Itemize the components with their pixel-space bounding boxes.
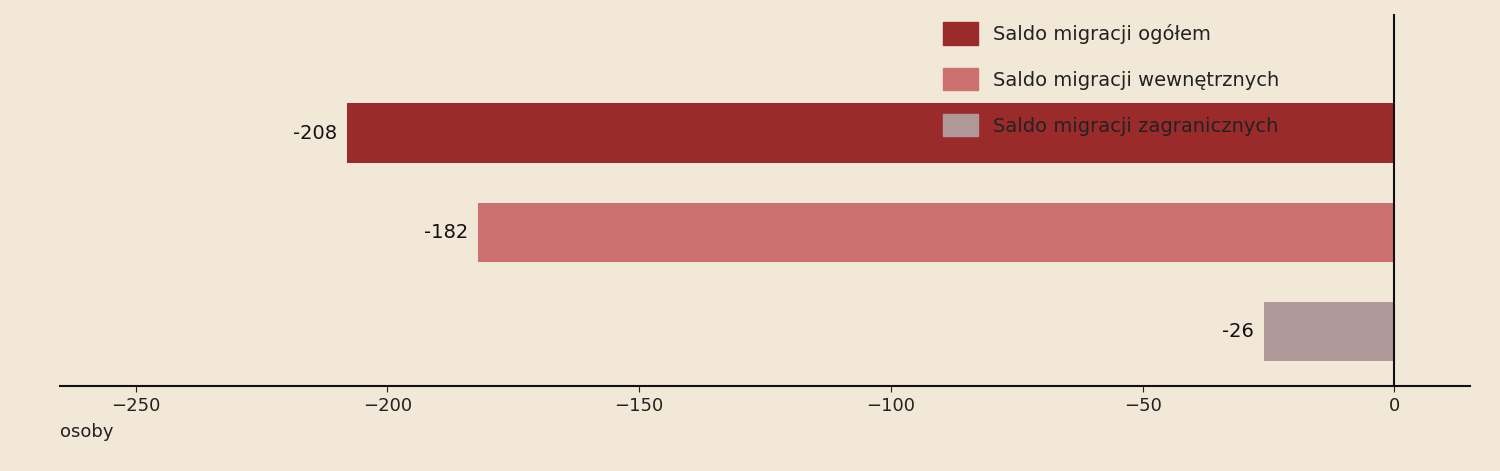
X-axis label: osoby: osoby (60, 423, 114, 441)
Text: -208: -208 (292, 124, 338, 143)
Bar (478, 203, 1395, 262)
Text: -182: -182 (423, 223, 468, 242)
Text: -26: -26 (1221, 322, 1254, 341)
Bar (346, 104, 1395, 163)
Legend: Saldo migracji ogółem, Saldo migracji wewnętrznych, Saldo migracji zagranicznych: Saldo migracji ogółem, Saldo migracji we… (938, 16, 1286, 142)
Bar (1263, 302, 1395, 361)
